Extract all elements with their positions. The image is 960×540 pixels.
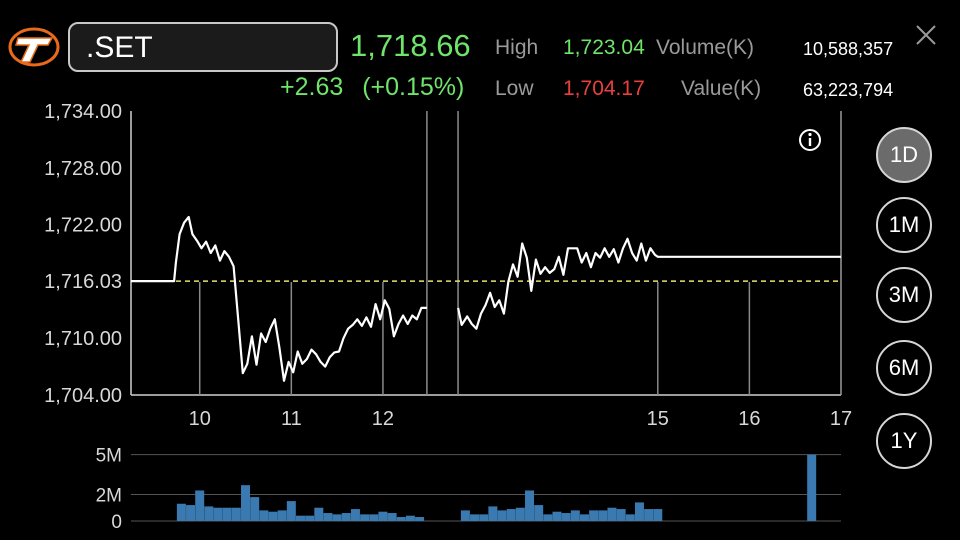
x-tick-label: 11 [281, 408, 302, 430]
y-tick-label: 1,722.00 [44, 215, 122, 237]
volume-bar [222, 507, 232, 521]
volume-bar [350, 509, 360, 521]
x-tick-label: 12 [372, 408, 394, 430]
period-1d-button[interactable]: 1D [876, 127, 932, 183]
volume-bar [479, 514, 489, 521]
volume-bar [213, 507, 223, 521]
value-label: Value(K) [681, 77, 762, 100]
volume-bar [231, 507, 241, 521]
volume-bar [561, 513, 571, 521]
volume-bar [570, 510, 580, 521]
y-tick-label: 1,704.00 [44, 385, 122, 407]
volume-bar [460, 510, 470, 521]
volume-bar [644, 509, 654, 521]
volume-bar [616, 509, 626, 521]
volume-bar [625, 514, 635, 521]
volume-bar [369, 514, 379, 521]
volume-bar [634, 502, 644, 521]
period-1y-button[interactable]: 1Y [876, 413, 932, 469]
high-value: 1,723.04 [563, 36, 645, 59]
low-value: 1,704.17 [563, 77, 645, 100]
price-line [457, 237, 841, 330]
volume-bar [176, 503, 186, 521]
volume-bar [515, 507, 525, 521]
volume-bar [396, 517, 406, 521]
period-3m-button[interactable]: 3M [876, 267, 932, 323]
volume-bar [598, 510, 608, 521]
volume-tick-label: 5M [96, 446, 122, 467]
volume-bar [295, 515, 305, 521]
volume-bar [653, 509, 663, 521]
volume-bar [259, 510, 269, 521]
volume-label: Volume(K) [656, 36, 755, 59]
volume-bar [543, 514, 553, 521]
symbol-search-box[interactable]: .SET [68, 22, 338, 72]
high-label: High [495, 36, 539, 59]
x-tick-label: 15 [647, 408, 669, 430]
volume-bar [323, 513, 333, 521]
volume-bar [204, 506, 214, 521]
volume-bar [534, 505, 544, 521]
volume-value: 10,588,357 [803, 39, 894, 59]
y-tick-label: 1,728.00 [44, 158, 122, 180]
y-tick-label: 1,710.00 [44, 328, 122, 350]
volume-tick-label: 0 [111, 512, 122, 533]
volume-bar [807, 454, 817, 521]
volume-bar [589, 510, 599, 521]
low-label: Low [495, 77, 534, 100]
volume-bar [250, 497, 260, 521]
period-6m-button[interactable]: 6M [876, 340, 932, 396]
x-tick-label: 17 [830, 408, 852, 430]
volume-bar [241, 485, 251, 521]
volume-bar [387, 513, 397, 521]
volume-bar [378, 511, 388, 521]
volume-bar [552, 511, 562, 521]
volume-bar [332, 514, 342, 521]
close-icon[interactable] [913, 22, 939, 48]
volume-bar [506, 509, 516, 521]
price-change: +2.63 (+0.15%) [280, 73, 464, 102]
volume-bar [470, 514, 480, 521]
volume-bar [607, 507, 617, 521]
volume-bar [488, 506, 498, 521]
volume-bar [195, 490, 205, 521]
last-price: 1,718.66 [350, 28, 471, 63]
change-percent: (+0.15%) [362, 73, 465, 101]
volume-bar [415, 517, 425, 521]
volume-bar [277, 510, 287, 521]
volume-bar [186, 505, 196, 521]
change-value: +2.63 [280, 73, 344, 101]
x-tick-label: 10 [189, 408, 211, 430]
price-line [131, 215, 427, 382]
volume-bar [341, 513, 351, 521]
x-tick-label: 16 [738, 408, 760, 430]
volume-bar [305, 515, 315, 521]
volume-bar [314, 507, 324, 521]
settrade-logo-icon [8, 27, 60, 67]
volume-bar [360, 514, 370, 521]
volume-bar [579, 514, 589, 521]
period-1m-button[interactable]: 1M [876, 197, 932, 253]
volume-bar [268, 511, 278, 521]
volume-tick-label: 2M [96, 485, 122, 506]
info-icon[interactable] [799, 129, 821, 151]
y-tick-label: 1,734.00 [44, 101, 122, 123]
reference-price-label: 1,716.03 [44, 271, 122, 293]
volume-bar [286, 501, 296, 521]
volume-bar [497, 510, 507, 521]
volume-bar [405, 515, 415, 521]
volume-bar [525, 490, 535, 521]
value-value: 63,223,794 [803, 80, 894, 100]
symbol-text: .SET [86, 31, 153, 64]
